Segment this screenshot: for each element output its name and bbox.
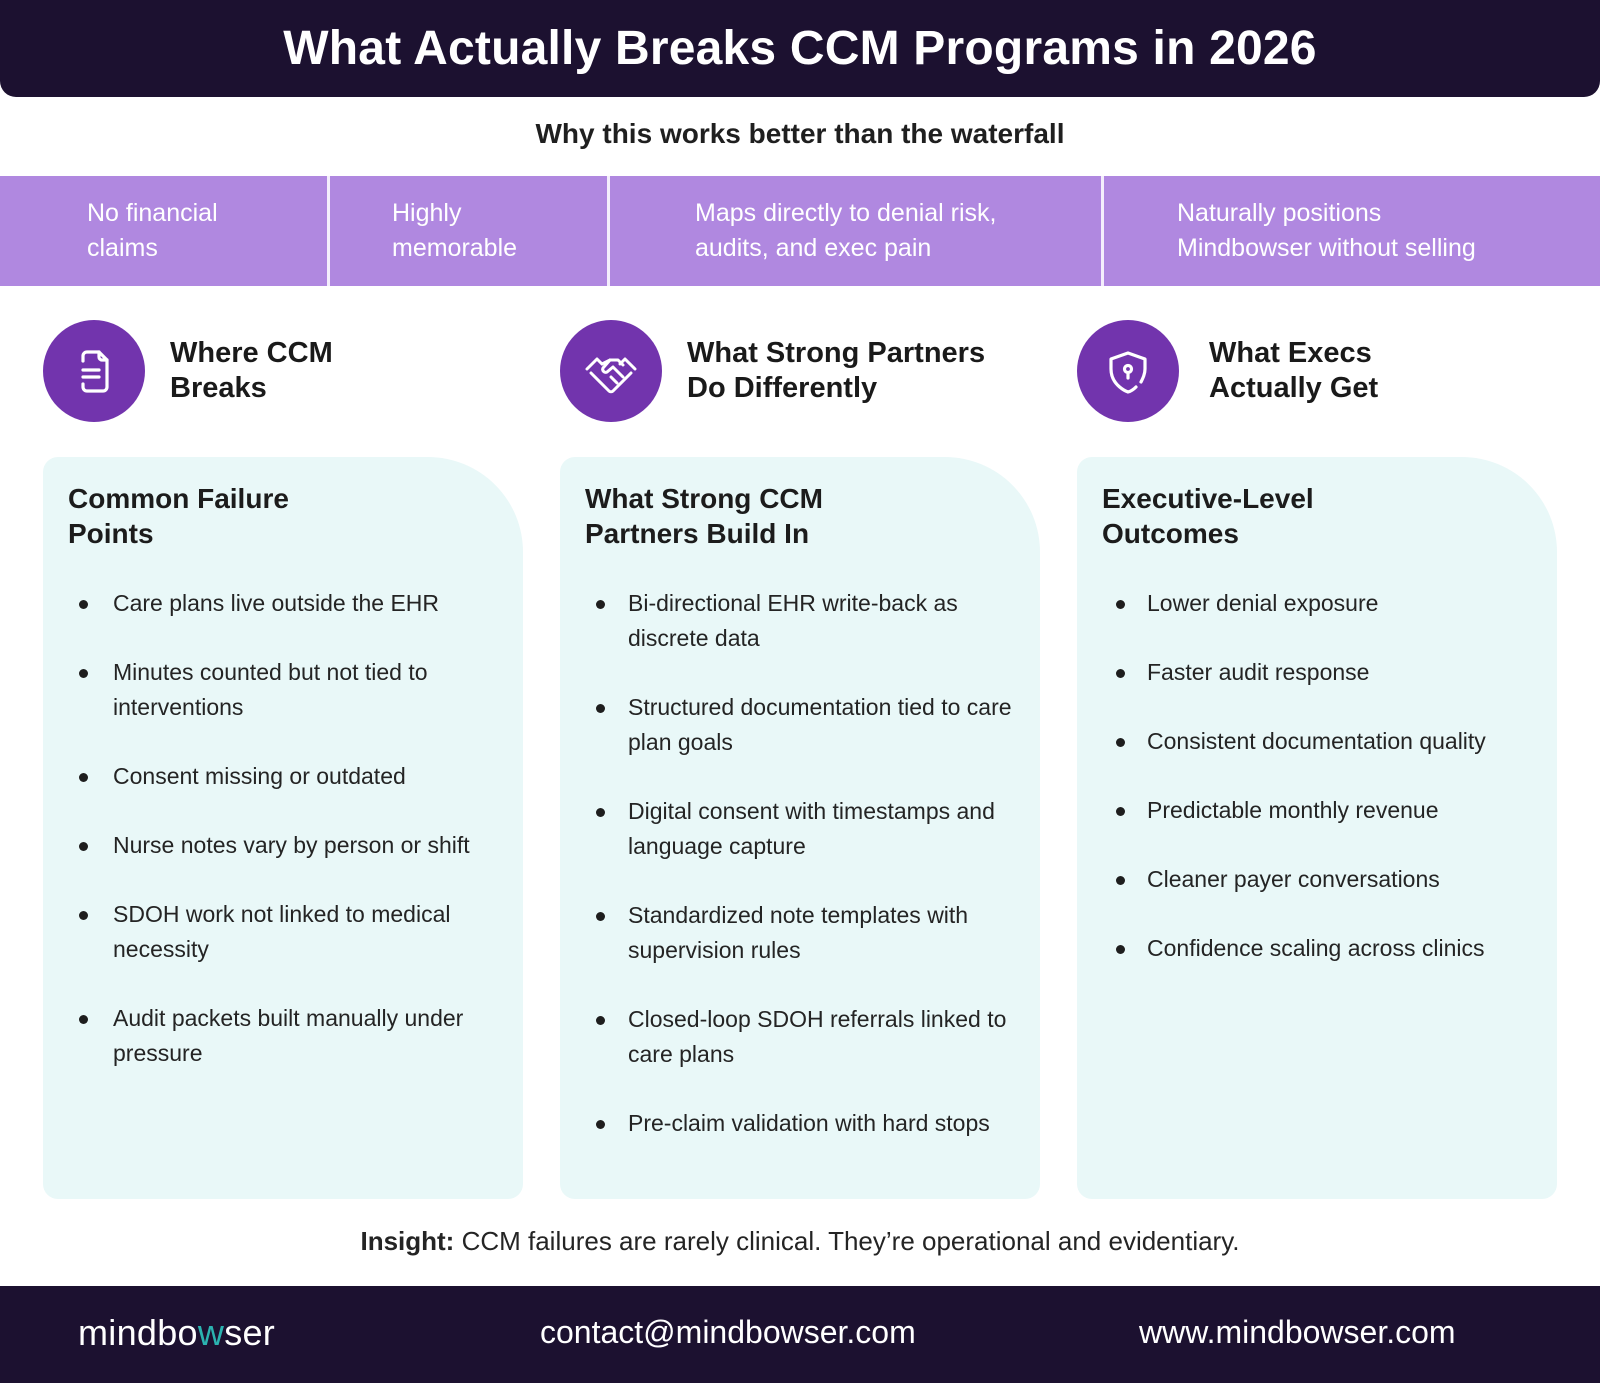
list-item: Care plans live outside the EHR: [68, 586, 499, 621]
website-link[interactable]: www.mindbowser.com: [1139, 1314, 1456, 1350]
bullet-list: Care plans live outside the EHR Minutes …: [68, 586, 499, 1071]
card-title: Common Failure Points: [68, 483, 289, 549]
logo-text-accent: w: [197, 1312, 225, 1353]
bullet-list: Lower denial exposure Faster audit respo…: [1102, 586, 1533, 966]
benefit-text: Naturally positions Mindbowser without s…: [1177, 199, 1476, 262]
column-header-execs-get: What Execs Actually Get: [1077, 320, 1378, 422]
list-item: Cleaner payer conversations: [1102, 862, 1533, 897]
benefit-text: No financial claims: [87, 199, 218, 262]
list-item: Structured documentation tied to care pl…: [585, 690, 1016, 760]
card-title: Executive-Level Outcomes: [1102, 483, 1314, 549]
subtitle: Why this works better than the waterfall: [535, 118, 1065, 149]
column-heading: What Execs Actually Get: [1209, 337, 1379, 404]
card-common-failure-points: Common Failure Points Care plans live ou…: [43, 457, 523, 1199]
card-partners-build-in: What Strong CCM Partners Build In Bi-dir…: [560, 457, 1040, 1199]
list-item: Standardized note templates with supervi…: [585, 898, 1016, 968]
column-header-strong-partners: What Strong Partners Do Differently: [560, 320, 985, 422]
mindbowser-logo[interactable]: mindbowser: [78, 1312, 275, 1354]
page-title: What Actually Breaks CCM Programs in 202…: [283, 22, 1317, 75]
list-item: Predictable monthly revenue: [1102, 793, 1533, 828]
list-item: Confidence scaling across clinics: [1102, 931, 1533, 966]
document-icon: [43, 320, 145, 422]
insight-text: CCM failures are rarely clinical. They’r…: [454, 1226, 1240, 1256]
logo-text-end: ser: [224, 1312, 276, 1353]
list-item: Consistent documentation quality: [1102, 724, 1533, 759]
column-heading: What Strong Partners Do Differently: [687, 337, 986, 404]
insight-line: Insight: CCM failures are rarely clinica…: [0, 1226, 1600, 1257]
list-item: Consent missing or outdated: [68, 759, 499, 794]
list-item: Nurse notes vary by person or shift: [68, 828, 499, 863]
benefit-cell: Naturally positions Mindbowser without s…: [1104, 176, 1600, 286]
benefits-band: No financial claims Highly memorable Map…: [0, 176, 1600, 286]
bullet-list: Bi-directional EHR write-back as discret…: [585, 586, 1016, 1141]
list-item: Audit packets built manually under press…: [68, 1001, 499, 1071]
header-banner: What Actually Breaks CCM Programs in 202…: [0, 0, 1600, 97]
contact-email-link[interactable]: contact@mindbowser.com: [540, 1314, 916, 1350]
benefit-text: Highly memorable: [392, 199, 518, 262]
footer-bar: mindbowser contact@mindbowser.com www.mi…: [0, 1286, 1600, 1383]
list-item: Faster audit response: [1102, 655, 1533, 690]
card-executive-outcomes: Executive-Level Outcomes Lower denial ex…: [1077, 457, 1557, 1199]
list-item: Lower denial exposure: [1102, 586, 1533, 621]
benefit-text: Maps directly to denial risk, audits, an…: [695, 199, 997, 262]
list-item: SDOH work not linked to medical necessit…: [68, 897, 499, 967]
logo-text-start: mindbo: [78, 1312, 198, 1353]
list-item: Minutes counted but not tied to interven…: [68, 655, 499, 725]
handshake-icon: [560, 320, 662, 422]
insight-label: Insight:: [360, 1226, 455, 1256]
benefit-cell: No financial claims: [0, 176, 330, 286]
list-item: Digital consent with timestamps and lang…: [585, 794, 1016, 864]
column-header-where-ccm-breaks: Where CCM Breaks: [43, 320, 333, 422]
list-item: Closed-loop SDOH referrals linked to car…: [585, 1002, 1016, 1072]
shield-lock-icon: [1077, 320, 1179, 422]
card-title: What Strong CCM Partners Build In: [585, 483, 823, 549]
list-item: Bi-directional EHR write-back as discret…: [585, 586, 1016, 656]
benefit-cell: Maps directly to denial risk, audits, an…: [610, 176, 1104, 286]
benefit-cell: Highly memorable: [330, 176, 610, 286]
list-item: Pre-claim validation with hard stops: [585, 1106, 1016, 1141]
column-heading: Where CCM Breaks: [170, 337, 333, 404]
